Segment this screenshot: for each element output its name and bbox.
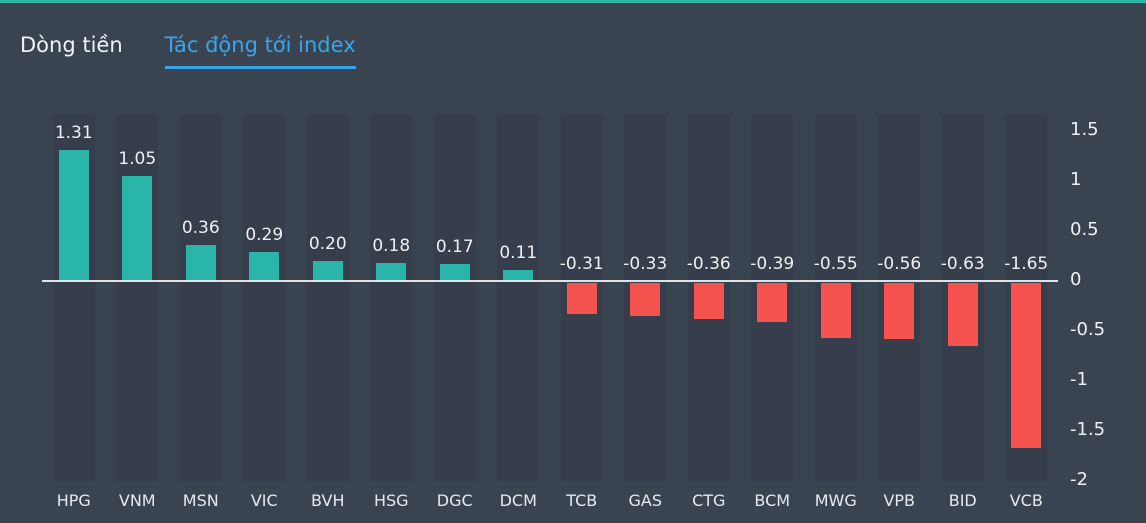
y-axis-tick-label: 1.5	[1070, 119, 1099, 140]
bar-hsg[interactable]	[376, 263, 407, 281]
tab-dong-tien[interactable]: Dòng tiền	[20, 33, 123, 69]
bar-bcm[interactable]	[757, 283, 788, 322]
bar-value-label: 0.18	[372, 236, 411, 256]
bar-vcb[interactable]	[1011, 283, 1042, 448]
x-axis-label-mwg: MWG	[814, 491, 857, 510]
y-axis-tick-label: 1	[1070, 169, 1082, 190]
active-tab-underline	[164, 66, 356, 69]
bar-dcm[interactable]	[503, 270, 534, 281]
x-axis-label-dgc: DGC	[436, 491, 473, 510]
x-axis-label-tcb: TCB	[566, 491, 598, 510]
x-axis-label-gas: GAS	[628, 491, 663, 510]
column-band	[116, 115, 159, 481]
x-axis-label-dcm: DCM	[499, 491, 537, 510]
y-axis-tick-label: -1	[1070, 369, 1088, 390]
x-axis-label-vcb: VCB	[1009, 491, 1043, 510]
y-axis: 1.5 1 0.5 0 -0.5 -1 -1.5 -2	[1070, 115, 1140, 490]
y-axis-tick-label: -2	[1070, 469, 1088, 490]
bar-value-label: -0.36	[686, 254, 731, 274]
column-band	[370, 115, 413, 481]
bar-value-label: 0.29	[245, 225, 284, 245]
x-axis-label-bvh: BVH	[311, 491, 345, 510]
bar-mwg[interactable]	[820, 283, 851, 338]
x-axis-label-ctg: CTG	[692, 491, 726, 510]
bar-value-label: -0.56	[877, 254, 922, 274]
bar-value-label: 1.05	[118, 149, 157, 169]
y-axis-tick-label: -0.5	[1070, 319, 1106, 340]
bar-value-label: -0.63	[940, 254, 985, 274]
bar-value-label: 0.17	[435, 237, 474, 257]
bar-vic[interactable]	[249, 252, 280, 281]
bar-bid[interactable]	[947, 283, 978, 346]
impact-bar-chart: 1.31 HPG 1.05 VNM 0.36 MSN 0.29 VIC 0.20 BVH 0.18 H…	[42, 115, 1058, 510]
x-axis-label-vic: VIC	[250, 491, 278, 510]
column-band	[433, 115, 476, 481]
bar-ctg[interactable]	[693, 283, 724, 319]
bar-bvh[interactable]	[312, 261, 343, 281]
x-axis-label-vnm: VNM	[118, 491, 156, 510]
bar-vnm[interactable]	[122, 176, 153, 281]
bar-value-label: -0.31	[559, 254, 604, 274]
tab-bar: Dòng tiền Tác động tới index	[20, 33, 356, 69]
x-axis-label-vpb: VPB	[883, 491, 916, 510]
bar-value-label: -1.65	[1004, 254, 1049, 274]
column-band	[306, 115, 349, 481]
bar-value-label: -0.39	[750, 254, 795, 274]
bar-value-label: -0.55	[813, 254, 858, 274]
x-axis-label-msn: MSN	[182, 491, 219, 510]
x-axis-label-hpg: HPG	[56, 491, 91, 510]
bar-value-label: -0.33	[623, 254, 668, 274]
bar-dgc[interactable]	[439, 264, 470, 281]
x-axis-label-bid: BID	[948, 491, 977, 510]
tab-tac-dong-toi-index-label: Tác động tới index	[164, 33, 356, 57]
x-axis-label-hsg: HSG	[373, 491, 409, 510]
bar-value-label: 0.20	[308, 234, 347, 254]
x-axis-label-bcm: BCM	[754, 491, 791, 510]
y-axis-tick-label: -1.5	[1070, 419, 1106, 440]
bar-value-label: 0.36	[181, 218, 220, 238]
column-band	[179, 115, 222, 481]
column-band	[497, 115, 540, 481]
bar-hpg[interactable]	[58, 150, 89, 281]
bar-value-label: 1.31	[54, 123, 93, 143]
y-axis-tick-label: 0.5	[1070, 219, 1099, 240]
y-axis-tick-label: 0	[1070, 269, 1082, 290]
bar-vpb[interactable]	[884, 283, 915, 339]
bar-gas[interactable]	[630, 283, 661, 316]
zero-baseline	[42, 280, 1058, 282]
column-band	[243, 115, 286, 481]
bar-tcb[interactable]	[566, 283, 597, 314]
tab-dong-tien-label: Dòng tiền	[20, 33, 123, 57]
tab-tac-dong-toi-index[interactable]: Tác động tới index	[164, 33, 356, 69]
bar-msn[interactable]	[185, 245, 216, 281]
bar-value-label: 0.11	[499, 243, 538, 263]
